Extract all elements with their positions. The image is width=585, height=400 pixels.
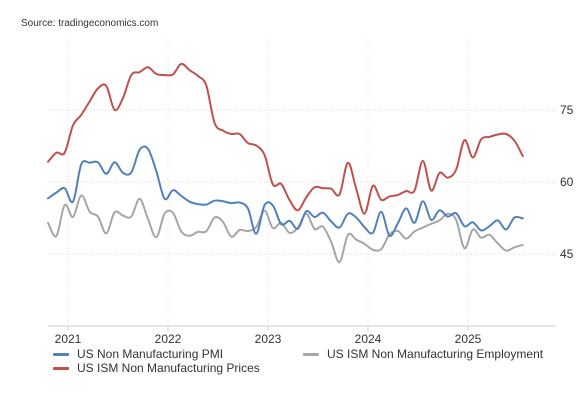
legend-item-pmi[interactable]: US Non Manufacturing PMI [53, 347, 223, 361]
y-tick-label-45: 45 [560, 247, 574, 261]
legend-label-prices: US ISM Non Manufacturing Prices [77, 361, 260, 375]
legend-swatch-employment [303, 352, 319, 356]
x-tick-label-2023: 2023 [255, 332, 282, 346]
y-tick-label-60: 60 [560, 175, 574, 189]
legend-label-employment: US ISM Non Manufacturing Employment [327, 347, 544, 361]
legend-swatch-prices [53, 366, 69, 370]
legend-label-pmi: US Non Manufacturing PMI [77, 347, 224, 361]
x-tick-label-2022: 2022 [155, 332, 182, 346]
x-tick-label-2025: 2025 [455, 332, 482, 346]
series-line-pmi [47, 145, 524, 237]
x-tick-label-2024: 2024 [355, 332, 382, 346]
legend-item-employment[interactable]: US ISM Non Manufacturing Employment [303, 347, 543, 361]
x-tick-label-2021: 2021 [55, 332, 82, 346]
chart-source: Source: tradingeconomics.com [21, 18, 159, 29]
series-line-prices [47, 62, 524, 215]
legend: US Non Manufacturing PMI US ISM Non Manu… [0, 340, 585, 380]
y-tick-label-75: 75 [560, 103, 574, 117]
series-line-employment [47, 194, 524, 264]
axes: 45 60 75 2021 2022 2023 2024 2025 [48, 103, 574, 346]
legend-swatch-pmi [53, 352, 69, 356]
legend-item-prices[interactable]: US ISM Non Manufacturing Prices [53, 361, 260, 375]
series-lines [47, 62, 524, 264]
grid [48, 38, 556, 326]
